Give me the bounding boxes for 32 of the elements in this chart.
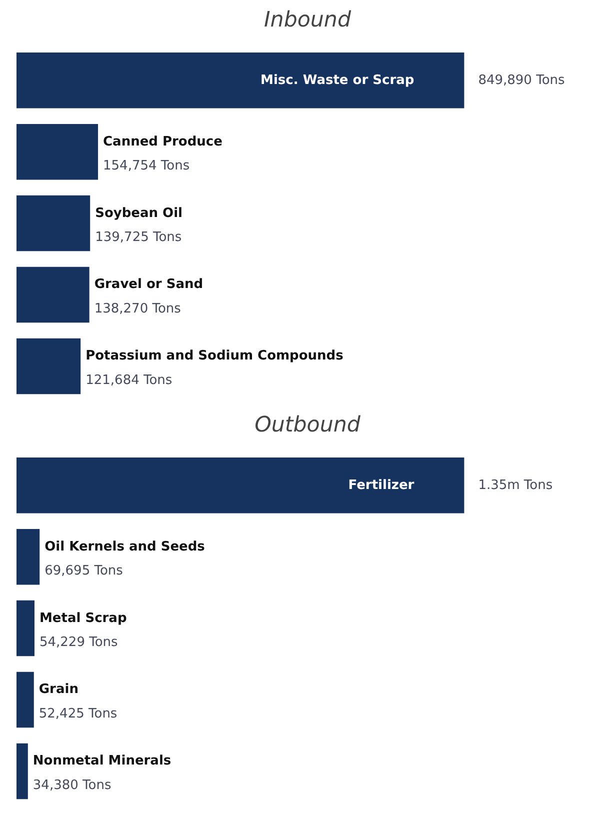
- bar: [16, 743, 28, 800]
- data-label: 121,684 Tons: [86, 372, 172, 388]
- chart-title: Outbound: [254, 412, 361, 438]
- y-tick-label: Soybean Oil: [95, 206, 183, 221]
- y-tick-label: Nonmetal Minerals: [32, 754, 172, 769]
- bar: [16, 52, 464, 108]
- bar: [16, 195, 90, 252]
- bar: [16, 266, 90, 323]
- data-label: 154,754 Tons: [103, 158, 190, 174]
- y-tick-label: Gravel or Sand: [94, 277, 204, 292]
- y-tick-label: Grain: [38, 682, 78, 698]
- y-tick-label: Potassium and Sodium Compounds: [86, 348, 344, 364]
- y-tick-label: Fertilizer: [348, 478, 415, 493]
- bar: [16, 338, 81, 394]
- bar: [16, 528, 40, 585]
- data-label: 34,380 Tons: [32, 778, 112, 793]
- data-label: 1.35m Tons: [478, 478, 553, 493]
- data-label: 139,725 Tons: [95, 230, 182, 246]
- bar: [16, 458, 464, 514]
- data-label: 54,229 Tons: [39, 635, 118, 650]
- data-label: 69,695 Tons: [44, 564, 124, 579]
- y-tick-label: Oil Kernels and Seeds: [44, 539, 206, 554]
- y-tick-label: Metal Scrap: [39, 610, 127, 626]
- bar: [16, 672, 34, 728]
- y-tick-label: Misc. Waste or Scrap: [260, 72, 414, 88]
- y-tick-label: Canned Produce: [103, 134, 223, 150]
- data-label: 52,425 Tons: [38, 706, 118, 722]
- chart-title: Inbound: [264, 8, 352, 32]
- data-label: 849,890 Tons: [478, 72, 566, 88]
- bar: [16, 600, 34, 656]
- bar: [16, 124, 98, 180]
- data-label: 138,270 Tons: [94, 302, 182, 317]
